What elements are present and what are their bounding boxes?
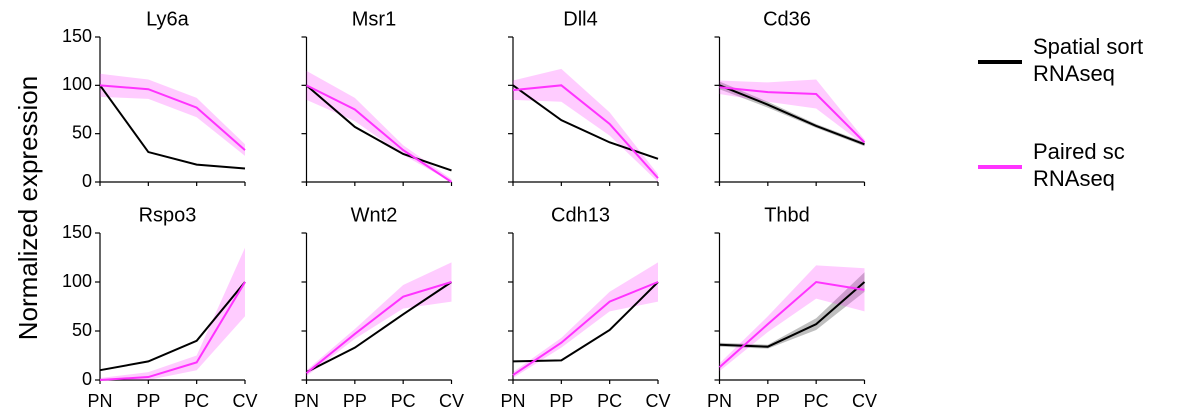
series-line bbox=[718, 280, 865, 369]
x-tick-label: CV bbox=[439, 391, 464, 411]
confidence-band bbox=[719, 272, 865, 349]
confidence-band bbox=[100, 73, 245, 156]
x-tick-label: PN bbox=[294, 391, 319, 411]
series-line bbox=[99, 84, 246, 151]
confidence-band bbox=[513, 68, 658, 182]
series-line bbox=[306, 281, 453, 374]
series-line bbox=[719, 84, 865, 146]
series-line bbox=[512, 84, 659, 179]
y-tick-label: 150 bbox=[62, 222, 92, 242]
legend-label: Spatial sort RNAseq bbox=[1033, 34, 1144, 86]
confidence-band bbox=[719, 79, 865, 146]
y-tick-label: 50 bbox=[72, 122, 92, 142]
series-line bbox=[305, 281, 452, 374]
series-line bbox=[99, 84, 246, 170]
series-line bbox=[719, 86, 866, 144]
panel-title: Msr1 bbox=[352, 8, 396, 30]
panel-title: Cdh13 bbox=[551, 204, 610, 226]
x-tick-label: PC bbox=[184, 391, 209, 411]
panel-title: Thbd bbox=[764, 204, 810, 226]
x-tick-label: PC bbox=[804, 391, 829, 411]
x-tick-label: CV bbox=[645, 391, 670, 411]
panel-title: Cd36 bbox=[763, 8, 811, 30]
series-line bbox=[512, 281, 659, 376]
x-tick-label: PP bbox=[549, 391, 573, 411]
x-tick-label: CV bbox=[232, 391, 257, 411]
x-tick-label: PP bbox=[756, 391, 780, 411]
confidence-band bbox=[306, 70, 452, 182]
x-tick-label: PP bbox=[343, 391, 367, 411]
legend-label: Paired sc RNAseq bbox=[1033, 139, 1125, 191]
series-line bbox=[99, 281, 246, 381]
confidence-band bbox=[306, 262, 452, 377]
confidence-band bbox=[100, 247, 245, 380]
confidence-band bbox=[513, 262, 658, 379]
panel-title: Rspo3 bbox=[139, 204, 197, 226]
confidence-band bbox=[719, 265, 865, 372]
series-line bbox=[305, 84, 452, 172]
series-line bbox=[512, 281, 659, 363]
series-line bbox=[306, 84, 453, 183]
x-tick-label: CV bbox=[852, 391, 877, 411]
x-tick-label: PN bbox=[707, 391, 732, 411]
panel-title: Wnt2 bbox=[351, 204, 398, 226]
y-tick-label: 50 bbox=[72, 320, 92, 340]
y-axis-label: Normalized expression bbox=[13, 76, 43, 340]
x-tick-label: PC bbox=[391, 391, 416, 411]
x-tick-label: PN bbox=[87, 391, 112, 411]
panel-title: Dll4 bbox=[563, 8, 597, 30]
x-tick-label: PC bbox=[597, 391, 622, 411]
series-line bbox=[99, 281, 246, 372]
y-tick-label: 100 bbox=[62, 74, 92, 94]
y-tick-label: 0 bbox=[82, 171, 92, 191]
x-tick-label: PN bbox=[500, 391, 525, 411]
y-tick-label: 0 bbox=[82, 369, 92, 389]
x-tick-label: PP bbox=[136, 391, 160, 411]
y-tick-label: 150 bbox=[62, 26, 92, 46]
y-tick-label: 100 bbox=[62, 271, 92, 291]
panel-title: Ly6a bbox=[146, 8, 190, 30]
